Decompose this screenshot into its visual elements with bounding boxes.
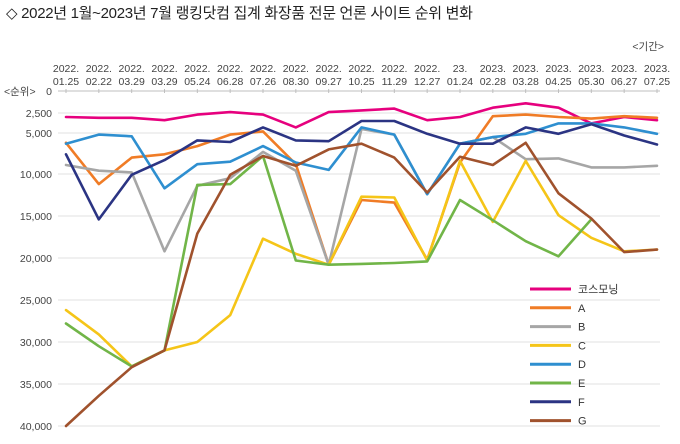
x-axis-unit-label: <기간> (632, 41, 664, 53)
x-tick-label: 2023. 03.28 (513, 63, 539, 88)
series-1 (64, 102, 659, 129)
y-tick-label: 0 (46, 86, 52, 98)
y-axis-labels: 0 2,500 5,000 10,000 15,000 20,000 25,000 30,00… (20, 86, 52, 433)
y-tick-label: 5,000 (26, 128, 52, 140)
legend-label: G (578, 416, 587, 428)
series-line (64, 122, 659, 196)
x-tick-label: 2022. 03.29 (119, 63, 145, 88)
x-tick-label: 2023. 02.28 (480, 63, 506, 88)
legend-label: F (578, 397, 585, 409)
series-7 (64, 119, 659, 221)
series-line (64, 102, 659, 129)
x-tick-label: 2023. 06.27 (611, 63, 637, 88)
x-tick-label: 2022. 02.22 (86, 63, 112, 88)
x-tick-label: 23. 01.24 (447, 63, 473, 88)
x-tick-label: 2022. 03.29 (151, 63, 177, 88)
series-line (64, 113, 659, 266)
series-5 (64, 122, 659, 196)
legend-label: B (578, 322, 585, 334)
x-tick-label: 2022. 11.29 (381, 63, 407, 88)
legend-label: 코스모닝 (578, 283, 618, 296)
series-line (64, 119, 659, 221)
x-tick-label: 2023. 04.25 (545, 63, 571, 88)
y-tick-label: 2,500 (26, 108, 52, 120)
series-2 (64, 113, 659, 266)
x-tick-label: 2023. 05.30 (578, 63, 604, 88)
x-tick-label: 2022. 06.28 (217, 63, 243, 88)
legend-label: A (578, 303, 586, 315)
x-tick-label: 2022. 05.24 (184, 63, 210, 88)
y-tick-label: 20,000 (20, 253, 52, 265)
series-line (64, 141, 659, 428)
legend-label: C (578, 340, 586, 352)
x-tick-label: 2022. 12.27 (414, 63, 440, 88)
y-axis-unit-label: <순위> (4, 85, 36, 98)
series-8 (64, 141, 659, 428)
x-tick-label: 2022. 09.27 (316, 63, 342, 88)
x-tick-label: 2022. 08.30 (283, 63, 309, 88)
chart-title: ◇ 2022년 1월~2023년 7월 랭킹닷컴 집계 화장품 전문 언론 사이… (6, 5, 473, 22)
x-tick-label: 2022. 07.26 (250, 63, 276, 88)
y-tick-label: 10,000 (20, 169, 52, 181)
y-tick-label: 35,000 (20, 379, 52, 391)
legend-label: E (578, 378, 585, 390)
y-tick-label: 40,000 (20, 421, 52, 433)
x-tick-label: 2022. 01.25 (53, 63, 79, 88)
x-tick-label: 2022. 10.25 (348, 63, 374, 88)
y-tick-label: 30,000 (20, 337, 52, 349)
y-tick-label: 25,000 (20, 295, 52, 307)
y-tick-label: 15,000 (20, 211, 52, 223)
series-lines (64, 102, 659, 428)
x-tick-label: 2023. 07.25 (644, 63, 670, 88)
legend-label: D (578, 359, 586, 371)
